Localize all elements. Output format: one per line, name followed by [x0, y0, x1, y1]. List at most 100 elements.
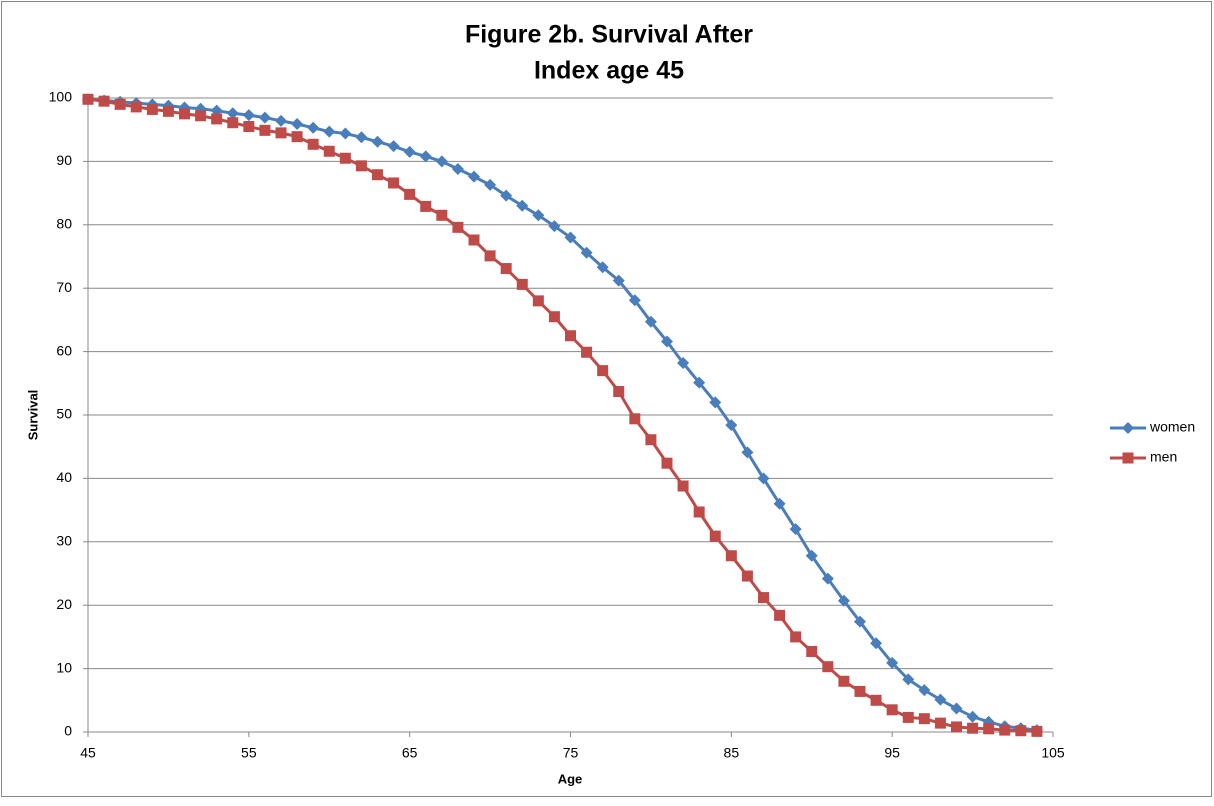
marker: [339, 127, 352, 140]
marker: [452, 221, 464, 233]
marker: [741, 446, 754, 459]
marker: [162, 105, 174, 117]
marker: [709, 530, 721, 542]
marker: [82, 93, 94, 105]
marker: [1122, 422, 1134, 434]
marker: [275, 127, 287, 139]
marker: [532, 209, 545, 222]
marker: [918, 684, 931, 697]
marker: [1031, 725, 1043, 737]
marker: [259, 124, 271, 136]
marker: [1122, 452, 1134, 464]
marker: [500, 189, 513, 202]
marker: [242, 109, 255, 122]
marker: [291, 117, 304, 130]
marker: [821, 572, 834, 585]
marker: [597, 365, 609, 377]
marker: [645, 434, 657, 446]
x-tick-label: 45: [80, 745, 96, 761]
marker: [227, 117, 239, 129]
marker: [677, 357, 690, 370]
marker: [773, 497, 786, 510]
marker: [1015, 725, 1027, 737]
marker: [774, 609, 786, 621]
marker: [870, 637, 883, 650]
marker: [613, 386, 625, 398]
marker: [564, 231, 577, 244]
chart-title: Figure 2b. Survival After: [465, 21, 753, 49]
marker: [677, 480, 689, 492]
marker: [355, 131, 368, 144]
marker: [372, 169, 383, 181]
marker: [484, 178, 497, 191]
marker: [404, 188, 416, 200]
y-tick-label: 10: [56, 659, 72, 675]
marker: [757, 472, 770, 485]
marker: [436, 209, 448, 221]
marker: [516, 278, 528, 290]
marker: [596, 261, 609, 274]
marker: [934, 717, 946, 729]
marker: [130, 101, 142, 113]
y-tick-label: 50: [56, 406, 72, 422]
y-tick-label: 40: [56, 469, 72, 485]
y-axis-label: Survival: [25, 390, 40, 441]
marker: [886, 656, 899, 669]
marker: [983, 723, 995, 735]
marker: [612, 274, 625, 287]
marker: [966, 710, 979, 723]
marker: [629, 413, 641, 425]
y-tick-label: 80: [56, 216, 72, 232]
x-tick-label: 85: [724, 745, 740, 761]
marker: [548, 220, 561, 233]
marker: [709, 396, 722, 409]
marker: [243, 121, 255, 133]
x-axis-label: Age: [558, 771, 583, 786]
x-tick-label: 105: [1041, 745, 1065, 761]
marker: [387, 140, 400, 153]
marker: [790, 631, 802, 643]
marker: [902, 711, 914, 723]
marker: [339, 152, 351, 164]
marker: [628, 294, 641, 307]
x-tick-label: 65: [402, 745, 418, 761]
marker: [548, 311, 560, 323]
marker: [661, 335, 673, 348]
y-tick-label: 90: [56, 152, 72, 168]
y-tick-label: 30: [56, 533, 72, 549]
marker: [435, 155, 448, 168]
marker: [211, 113, 223, 125]
marker: [500, 263, 512, 275]
marker: [565, 330, 576, 342]
y-tick-label: 0: [64, 723, 72, 739]
marker: [114, 98, 126, 110]
marker: [323, 145, 335, 157]
marker: [195, 110, 207, 122]
marker: [371, 135, 384, 148]
marker: [758, 592, 769, 604]
marker: [355, 160, 367, 172]
marker: [918, 713, 930, 725]
marker: [275, 114, 287, 127]
x-tick-label: 75: [563, 745, 579, 761]
marker: [307, 138, 319, 150]
x-tick-label: 95: [884, 745, 900, 761]
y-tick-label: 100: [49, 89, 73, 105]
marker: [516, 199, 529, 212]
marker: [741, 570, 753, 582]
marker: [661, 457, 673, 469]
marker: [98, 95, 110, 107]
marker: [999, 724, 1011, 736]
marker: [838, 675, 850, 687]
marker: [902, 673, 915, 686]
y-tick-label: 60: [56, 342, 72, 358]
marker: [854, 685, 866, 697]
marker: [934, 693, 947, 706]
marker: [468, 170, 480, 183]
marker: [532, 295, 544, 307]
marker: [725, 419, 738, 432]
marker: [854, 615, 866, 628]
legend-label: women: [1149, 419, 1195, 435]
